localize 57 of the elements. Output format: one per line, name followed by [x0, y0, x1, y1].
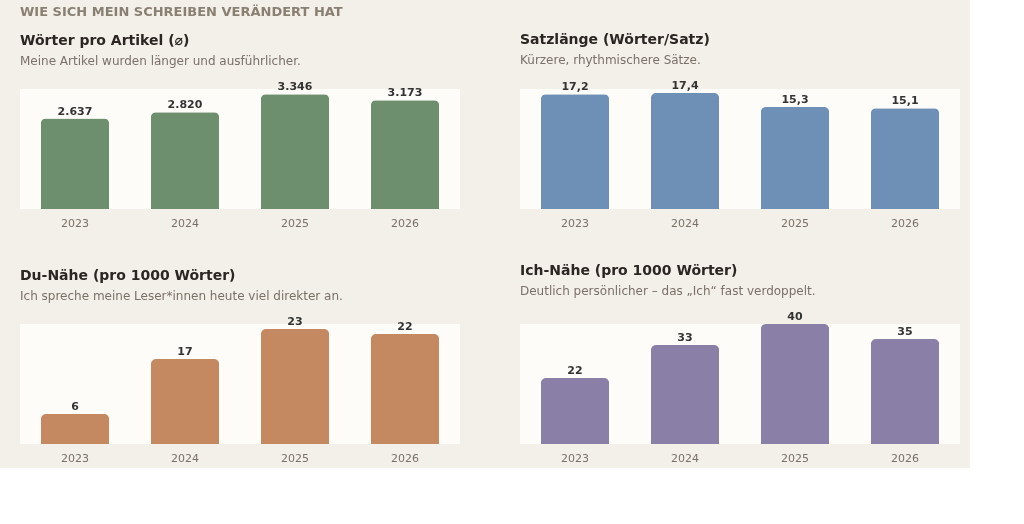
chart-title: Ich-Nähe (pro 1000 Wörter) [520, 262, 738, 278]
bar [150, 112, 220, 209]
data-label: 22 [567, 364, 583, 377]
data-label: 3.346 [277, 80, 313, 94]
x-tick-label: 2023 [61, 216, 89, 230]
x-tick-label: 2024 [171, 216, 199, 230]
text: WIE SICH MEIN SCHREIBEN VERÄNDERT HAT [20, 4, 343, 19]
bar [260, 329, 330, 444]
x-tick-label: 2023 [561, 451, 589, 465]
data-label: 17,4 [671, 79, 699, 92]
bar [150, 359, 220, 444]
bar [40, 118, 110, 209]
chart-subtitle: Ich spreche meine Leser*innen heute viel direkter an. [20, 289, 343, 303]
bar [650, 93, 720, 209]
bar [870, 108, 940, 209]
data-label: 23 [287, 315, 303, 328]
bar [540, 94, 610, 209]
data-label: 33 [677, 331, 693, 344]
bar [760, 107, 830, 209]
chart-title: Du-Nähe (pro 1000 Wörter) [20, 267, 236, 283]
chart-subtitle: Deutlich persönlicher – das „Ich“ fast verdoppelt. [520, 284, 816, 298]
chart-title: Wörter pro Artikel (⌀) [20, 32, 190, 49]
chart-title: Satzlänge (Wörter/Satz) [520, 31, 710, 47]
data-label: 2.637 [57, 104, 93, 118]
data-label: 15,1 [891, 94, 919, 108]
bar [370, 100, 440, 209]
bar [870, 339, 940, 444]
chart-subtitle: Kürzere, rhythmischere Sätze. [520, 53, 701, 67]
bar [260, 94, 330, 209]
x-tick-label: 2026 [391, 216, 419, 230]
x-tick-label: 2025 [781, 451, 809, 465]
data-label: 17,2 [561, 80, 589, 94]
data-label: 2.820 [167, 98, 203, 112]
x-tick-label: 2023 [61, 451, 89, 465]
data-label: 17 [177, 345, 193, 358]
data-label: 40 [787, 310, 803, 323]
x-tick-label: 2026 [891, 451, 919, 465]
x-tick-label: 2024 [671, 451, 699, 465]
data-label: 6 [71, 400, 80, 413]
x-tick-label: 2025 [281, 451, 309, 465]
chart-subtitle: Meine Artikel wurden länger und ausführlicher. [20, 54, 301, 69]
bar [650, 345, 720, 444]
x-tick-label: 2026 [391, 451, 419, 465]
x-tick-label: 2024 [171, 451, 199, 465]
bar [370, 334, 440, 444]
bar [760, 324, 830, 444]
data-label: 22 [397, 320, 413, 333]
x-tick-label: 2025 [281, 216, 309, 230]
bar [40, 414, 110, 444]
data-label: 3.173 [387, 86, 423, 100]
x-tick-label: 2024 [671, 216, 699, 230]
x-tick-label: 2026 [891, 216, 919, 230]
data-label: 15,3 [781, 93, 809, 106]
x-tick-label: 2023 [561, 216, 589, 230]
bar [540, 378, 610, 444]
x-tick-label: 2025 [781, 216, 809, 230]
data-label: 35 [897, 325, 913, 338]
